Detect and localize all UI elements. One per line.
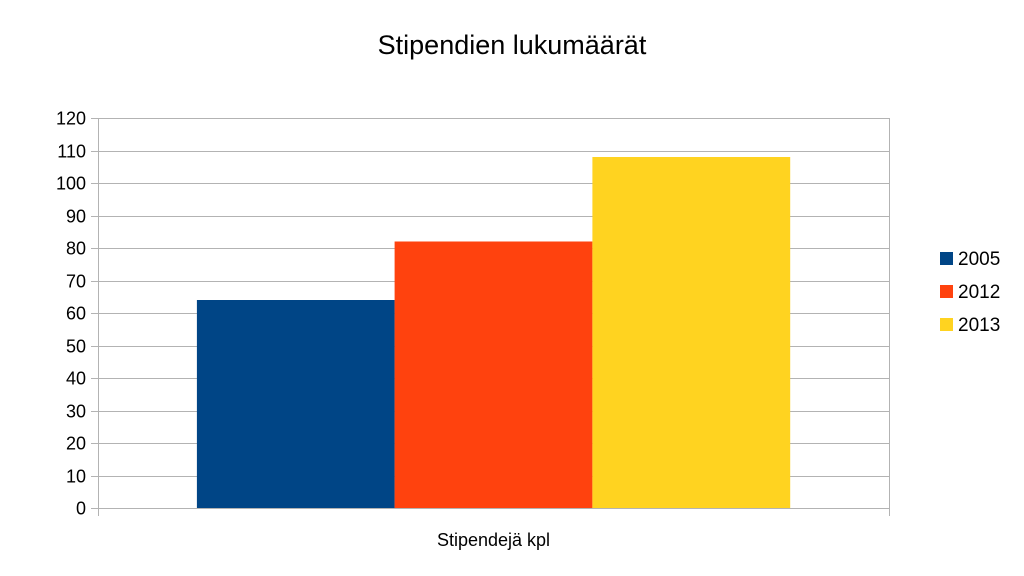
bars bbox=[196, 157, 791, 508]
y-tick-label: 0 bbox=[76, 499, 86, 519]
y-tick-label: 100 bbox=[56, 174, 86, 194]
x-category-label: Stipendejä kpl bbox=[437, 530, 550, 550]
legend-swatch-2005 bbox=[940, 252, 953, 265]
legend-label-2012: 2012 bbox=[958, 282, 1000, 303]
y-tick-label: 10 bbox=[66, 467, 86, 487]
y-tick-label: 90 bbox=[66, 207, 86, 227]
y-tick-label: 40 bbox=[66, 369, 86, 389]
chart-title: Stipendien lukumäärät bbox=[377, 30, 647, 60]
bar-2012 bbox=[394, 241, 593, 508]
y-tick-label: 70 bbox=[66, 272, 86, 292]
legend-swatch-2012 bbox=[940, 285, 953, 298]
y-tick-label: 120 bbox=[56, 109, 86, 129]
y-tick-label: 30 bbox=[66, 402, 86, 422]
y-tick-label: 110 bbox=[57, 142, 86, 162]
y-tick-label: 50 bbox=[66, 337, 86, 357]
y-tick-label: 80 bbox=[66, 239, 86, 259]
legend: 2005 2012 2013 bbox=[940, 249, 1000, 336]
legend-label-2013: 2013 bbox=[958, 315, 1000, 336]
y-tick-label: 60 bbox=[66, 304, 86, 324]
axes: 0 10 20 30 40 50 60 70 80 90 100 110 120 Stipendejä k… bbox=[56, 109, 890, 550]
legend-label-2005: 2005 bbox=[958, 249, 1000, 270]
legend-swatch-2013 bbox=[940, 318, 953, 331]
y-tick-label: 20 bbox=[66, 434, 86, 454]
bar-2013 bbox=[592, 157, 791, 508]
bar-2005 bbox=[196, 300, 395, 508]
